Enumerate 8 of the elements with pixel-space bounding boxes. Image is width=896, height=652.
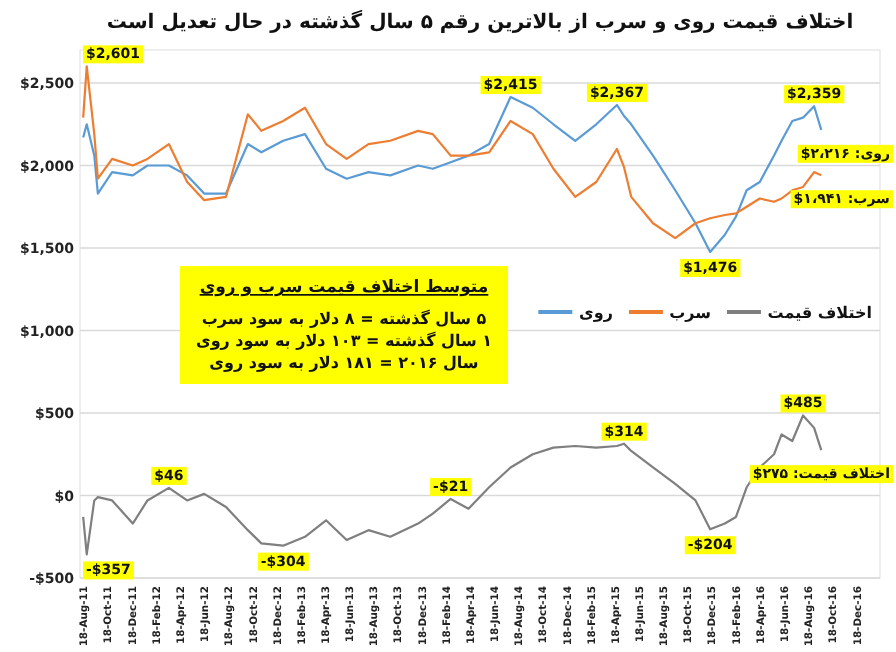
legend-label: سرب (669, 304, 712, 322)
annotation: متوسط اختلاف قیمت سرب و روی (199, 278, 489, 298)
chart-title: اختلاف قیمت روی و سرب از بالاترین رقم ۵ سال گذشته در حال تعدیل است (106, 8, 854, 34)
annotation: ۵ سال گذشته = ۸ دلار به سود سرب (201, 308, 487, 328)
annotation: سال ۲۰۱۶ = ۱۸۱ دلار به سود روی (209, 354, 479, 372)
annotation: ۱ سال گذشته = ۱۰۳ دلار به سود روی (195, 330, 493, 350)
legend-label: اختلاف قیمت (767, 304, 873, 322)
legend-label: روی (579, 304, 614, 322)
